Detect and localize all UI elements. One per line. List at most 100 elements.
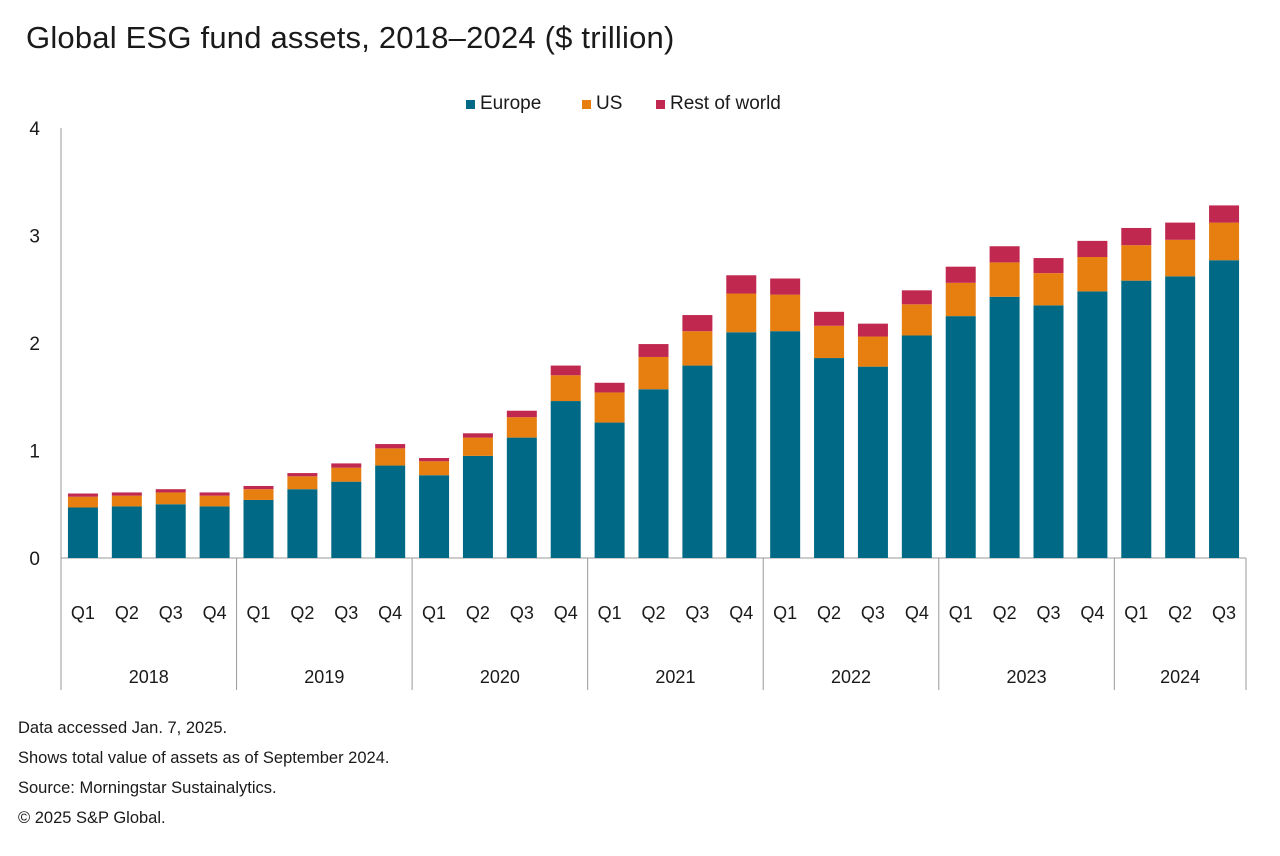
bar-us xyxy=(682,331,713,366)
bar-rest-of-world xyxy=(945,266,976,283)
bar-rest-of-world xyxy=(814,311,845,326)
bar-rest-of-world xyxy=(770,278,801,295)
legend-item-us: US xyxy=(582,93,622,115)
bar-us xyxy=(199,495,230,507)
bar-europe xyxy=(1033,305,1064,559)
legend-swatch-rest-of-world xyxy=(656,99,665,109)
legend-label-europe: Europe xyxy=(480,93,542,114)
x-tick-label-quarter: Q4 xyxy=(203,603,227,623)
bar-rest-of-world xyxy=(682,315,713,332)
bar-europe xyxy=(243,499,274,558)
bar-europe xyxy=(287,489,318,558)
x-tick-label-quarter: Q2 xyxy=(1168,603,1192,623)
x-tick-label-quarter: Q2 xyxy=(817,603,841,623)
bar-rest-of-world xyxy=(550,365,581,376)
bar-us xyxy=(1121,245,1152,281)
bar-europe xyxy=(638,389,669,558)
bar-europe xyxy=(594,422,625,558)
bar-rest-of-world xyxy=(857,323,888,337)
bar-rest-of-world xyxy=(901,290,932,305)
bar-us xyxy=(67,496,98,508)
x-tick-label-quarter: Q1 xyxy=(598,603,622,623)
legend-item-europe: Europe xyxy=(466,93,541,115)
bar-us xyxy=(1077,257,1108,292)
x-tick-label-quarter: Q1 xyxy=(949,603,973,623)
bar-europe xyxy=(331,481,362,558)
chart-notes: Data accessed Jan. 7, 2025. Shows total … xyxy=(18,713,389,833)
x-tick-label-quarter: Q1 xyxy=(1124,603,1148,623)
x-tick-label-year: 2024 xyxy=(1160,667,1200,687)
legend: Europe US Rest of world xyxy=(0,93,1280,119)
x-tick-label-quarter: Q2 xyxy=(466,603,490,623)
bar-rest-of-world xyxy=(67,493,98,497)
bar-europe xyxy=(726,332,757,558)
bar-rest-of-world xyxy=(726,275,757,294)
bar-rest-of-world xyxy=(419,458,450,462)
bar-us xyxy=(331,467,362,482)
x-tick-label-quarter: Q4 xyxy=(905,603,929,623)
x-tick-label-quarter: Q4 xyxy=(378,603,402,623)
bar-us xyxy=(594,392,625,423)
chart-title: Global ESG fund assets, 2018–2024 ($ tri… xyxy=(26,20,675,55)
bar-rest-of-world xyxy=(506,410,537,418)
bar-europe xyxy=(506,437,537,558)
bar-rest-of-world xyxy=(989,246,1020,263)
x-tick-label-quarter: Q1 xyxy=(71,603,95,623)
bar-europe xyxy=(682,365,713,558)
bar-us xyxy=(945,282,976,317)
bar-us xyxy=(550,375,581,402)
bar-us xyxy=(901,304,932,336)
x-tick-label-quarter: Q3 xyxy=(159,603,183,623)
x-tick-label-year: 2022 xyxy=(831,667,871,687)
x-tick-label-quarter: Q3 xyxy=(334,603,358,623)
bar-us xyxy=(287,476,318,490)
bar-us xyxy=(462,437,493,456)
x-tick-label-quarter: Q3 xyxy=(1212,603,1236,623)
bar-us xyxy=(155,492,186,505)
bar-us xyxy=(111,495,142,507)
x-tick-label-quarter: Q1 xyxy=(773,603,797,623)
bar-us xyxy=(989,262,1020,297)
bar-europe xyxy=(462,455,493,559)
x-tick-label-quarter: Q3 xyxy=(510,603,534,623)
x-tick-label-quarter: Q4 xyxy=(554,603,578,623)
chart-plot: 0 1 2 3 4 Q1 Q2 Q3 Q4 Q1 Q2 Q3 Q4 Q1 Q2 Q3 Q4 Q1 Q2 Q3 Q4 Q1 Q… xyxy=(29,119,1247,690)
y-tick-label: 0 xyxy=(29,549,40,570)
x-tick-label-quarter: Q2 xyxy=(993,603,1017,623)
bar-us xyxy=(1165,239,1196,277)
bar-europe xyxy=(111,506,142,558)
bar-us xyxy=(419,461,450,476)
bar-us xyxy=(857,336,888,367)
bar-europe xyxy=(199,506,230,558)
bar-europe xyxy=(814,358,845,558)
bar-rest-of-world xyxy=(1033,258,1064,274)
bar-us xyxy=(770,294,801,332)
bar-us xyxy=(1209,222,1240,261)
x-tick-label-quarter: Q1 xyxy=(422,603,446,623)
bar-europe xyxy=(1077,291,1108,558)
bar-europe xyxy=(67,507,98,558)
bar-rest-of-world xyxy=(462,433,493,438)
bar-us xyxy=(243,489,274,500)
bar-europe xyxy=(945,316,976,559)
bar-rest-of-world xyxy=(594,382,625,393)
note-copyright: © 2025 S&P Global. xyxy=(18,809,166,827)
bar-europe xyxy=(419,475,450,558)
x-tick-label-quarter: Q3 xyxy=(685,603,709,623)
x-tick-label-year: 2018 xyxy=(129,667,169,687)
x-tick-label-quarter: Q4 xyxy=(1080,603,1104,623)
bar-europe xyxy=(1165,276,1196,558)
x-tick-label-year: 2023 xyxy=(1007,667,1047,687)
bar-rest-of-world xyxy=(1209,205,1240,223)
x-tick-label-quarter: Q2 xyxy=(115,603,139,623)
bar-us xyxy=(375,448,406,466)
x-tick-label-year: 2019 xyxy=(304,667,344,687)
bar-rest-of-world xyxy=(1165,222,1196,240)
bar-europe xyxy=(375,465,406,558)
legend-swatch-europe xyxy=(466,99,475,109)
bar-europe xyxy=(989,296,1020,558)
bar-europe xyxy=(770,331,801,558)
bar-rest-of-world xyxy=(287,473,318,477)
legend-label-us: US xyxy=(596,93,623,114)
bar-rest-of-world xyxy=(1077,240,1108,257)
